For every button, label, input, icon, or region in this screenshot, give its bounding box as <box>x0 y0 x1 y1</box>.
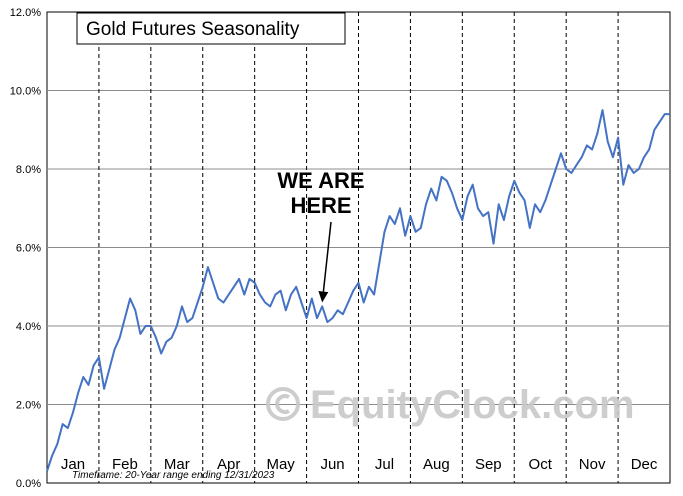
copyright-icon <box>266 387 300 421</box>
y-axis-labels: 0.0% 2.0% 4.0% 6.0% 8.0% 10.0% 12.0% <box>10 7 41 490</box>
x-tick-label-sep: Sep <box>475 456 502 473</box>
x-tick-label-feb: Feb <box>112 456 138 473</box>
x-tick-label-jun: Jun <box>320 456 344 473</box>
y-tick-label: 4.0% <box>16 321 41 333</box>
x-tick-label-nov: Nov <box>579 456 606 473</box>
annotation-we-are-here: WE ARE HERE <box>277 168 365 303</box>
x-tick-label-apr: Apr <box>217 456 240 473</box>
y-tick-label: 8.0% <box>16 164 41 176</box>
y-tick-label: 12.0% <box>10 7 41 19</box>
annotation-line-2: HERE <box>290 193 351 218</box>
title-box: Gold Futures Seasonality <box>76 12 346 45</box>
chart-title: Gold Futures Seasonality <box>86 19 300 40</box>
x-tick-label-dec: Dec <box>631 456 658 473</box>
x-axis-month-labels: Jan Feb Mar Apr May Jun Jul Aug Sep Oct Nov Dec <box>61 456 658 473</box>
y-tick-label: 0.0% <box>16 478 41 490</box>
annotation-arrow <box>322 221 332 292</box>
watermark-text: EquityClock.com <box>310 383 635 427</box>
annotation-arrowhead <box>318 291 329 303</box>
timeframe-footnote: Timeframe: 20-Year range ending 12/31/20… <box>72 470 275 481</box>
x-tick-label-jul: Jul <box>375 456 394 473</box>
x-tick-label-jan: Jan <box>61 456 85 473</box>
series-line-gold-futures <box>46 109 670 472</box>
annotation-line-1: WE ARE <box>277 168 364 193</box>
watermark: EquityClock.com <box>266 383 635 427</box>
y-tick-label: 10.0% <box>10 86 41 98</box>
vertical-grid <box>98 12 619 483</box>
y-tick-label: 2.0% <box>16 400 41 412</box>
x-tick-label-mar: Mar <box>164 456 190 473</box>
y-tick-label: 6.0% <box>16 243 41 255</box>
x-tick-label-may: May <box>266 456 295 473</box>
x-tick-label-oct: Oct <box>529 456 553 473</box>
x-tick-label-aug: Aug <box>423 456 450 473</box>
